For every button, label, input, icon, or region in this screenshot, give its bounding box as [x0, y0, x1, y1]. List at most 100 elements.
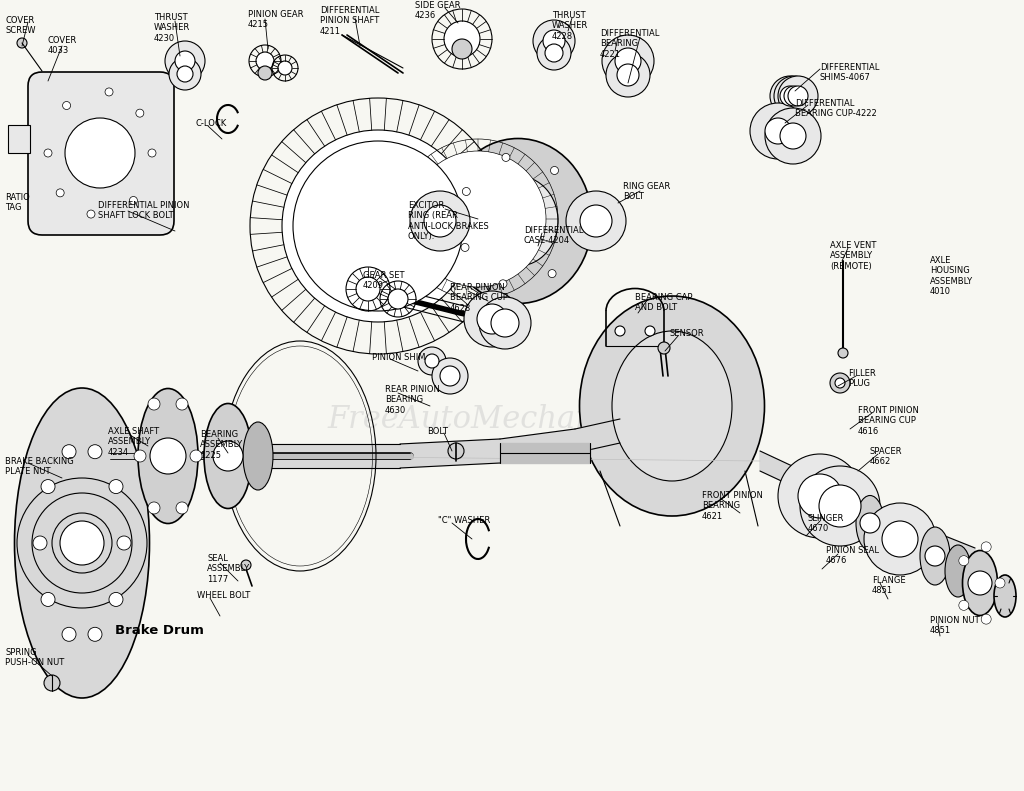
Text: SIDE GEAR
4236: SIDE GEAR 4236 [415, 1, 461, 21]
Ellipse shape [994, 575, 1016, 617]
Ellipse shape [243, 422, 273, 490]
Text: AXLE SHAFT
ASSEMBLY
4234: AXLE SHAFT ASSEMBLY 4234 [108, 427, 159, 456]
Circle shape [534, 20, 575, 62]
Circle shape [282, 130, 474, 322]
Circle shape [551, 166, 558, 175]
Circle shape [169, 58, 201, 90]
Polygon shape [500, 429, 575, 463]
Circle shape [424, 205, 456, 237]
Circle shape [190, 450, 202, 462]
Text: RING GEAR
BOLT: RING GEAR BOLT [623, 182, 671, 202]
Circle shape [41, 592, 55, 607]
Circle shape [62, 627, 76, 642]
Text: COVER
SCREW: COVER SCREW [5, 16, 36, 36]
Polygon shape [870, 503, 920, 546]
Text: REAR PINION
BEARING CUP
4628: REAR PINION BEARING CUP 4628 [450, 283, 508, 312]
Text: FRONT PINION
BEARING
4621: FRONT PINION BEARING 4621 [702, 491, 763, 520]
Polygon shape [400, 439, 500, 468]
Circle shape [981, 542, 991, 552]
Ellipse shape [580, 296, 765, 516]
Circle shape [410, 151, 546, 287]
Circle shape [490, 309, 519, 337]
Circle shape [418, 347, 446, 375]
Text: BOLT: BOLT [427, 427, 447, 436]
Circle shape [33, 536, 47, 550]
Circle shape [165, 41, 205, 81]
Circle shape [770, 76, 810, 116]
Circle shape [293, 141, 463, 311]
Text: SENSOR: SENSOR [670, 329, 705, 338]
Text: THRUST
WASHER
4230: THRUST WASHER 4230 [154, 13, 190, 43]
Circle shape [995, 578, 1005, 588]
Circle shape [109, 479, 123, 494]
Text: GEAR SET
4209: GEAR SET 4209 [362, 271, 404, 290]
Circle shape [835, 378, 845, 388]
Circle shape [109, 592, 123, 607]
Circle shape [148, 149, 156, 157]
Text: DIFFERENTIAL
CASE-4204: DIFFERENTIAL CASE-4204 [524, 226, 584, 245]
Circle shape [175, 51, 195, 71]
Circle shape [606, 53, 650, 97]
Circle shape [150, 438, 186, 474]
Circle shape [241, 560, 251, 570]
Circle shape [778, 76, 818, 116]
Circle shape [788, 86, 808, 106]
Circle shape [981, 614, 991, 624]
Circle shape [62, 101, 71, 109]
Circle shape [213, 441, 243, 471]
Text: DIFFERENTIAL
PINION SHAFT
4211: DIFFERENTIAL PINION SHAFT 4211 [319, 6, 379, 36]
Text: REAR PINION
BEARING
4630: REAR PINION BEARING 4630 [385, 385, 440, 414]
Text: THRUST
WASHER
4228: THRUST WASHER 4228 [552, 11, 588, 41]
Circle shape [256, 52, 274, 70]
Circle shape [543, 30, 565, 52]
Circle shape [462, 187, 470, 195]
Circle shape [778, 454, 862, 538]
Circle shape [502, 153, 510, 161]
Circle shape [958, 555, 969, 566]
Circle shape [44, 675, 60, 691]
Ellipse shape [204, 403, 252, 509]
Circle shape [44, 149, 52, 157]
Circle shape [134, 450, 146, 462]
Circle shape [548, 270, 556, 278]
Circle shape [925, 546, 945, 566]
Circle shape [537, 36, 571, 70]
Circle shape [580, 205, 612, 237]
Text: DIFFERENTIAL
BEARING
4221: DIFFERENTIAL BEARING 4221 [600, 29, 659, 59]
Circle shape [440, 366, 460, 386]
Ellipse shape [14, 388, 150, 698]
Text: FreeAutoMechanic.com: FreeAutoMechanic.com [328, 403, 696, 435]
Text: DIFFERENTIAL PINION
SHAFT LOCK BOLT: DIFFERENTIAL PINION SHAFT LOCK BOLT [98, 201, 189, 221]
Circle shape [830, 373, 850, 393]
Circle shape [176, 502, 188, 514]
Circle shape [65, 118, 135, 188]
Circle shape [750, 103, 806, 159]
Text: BRAKE BACKING
PLATE NUT: BRAKE BACKING PLATE NUT [5, 457, 74, 476]
Text: AXLE
HOUSING
ASSEMBLY
4010: AXLE HOUSING ASSEMBLY 4010 [930, 256, 973, 296]
Text: Brake Drum: Brake Drum [115, 624, 204, 637]
Circle shape [136, 109, 143, 117]
Circle shape [784, 86, 804, 106]
Text: FRONT PINION
BEARING CUP
4616: FRONT PINION BEARING CUP 4616 [858, 406, 919, 436]
Circle shape [60, 521, 104, 565]
Circle shape [615, 48, 641, 74]
Circle shape [838, 348, 848, 358]
Circle shape [499, 280, 507, 288]
Circle shape [860, 513, 880, 533]
Text: RATIO
TAG: RATIO TAG [5, 193, 30, 213]
Text: AXLE VENT
ASSEMBLY
(REMOTE): AXLE VENT ASSEMBLY (REMOTE) [830, 241, 877, 271]
Circle shape [800, 466, 880, 546]
Circle shape [410, 191, 470, 251]
Circle shape [572, 217, 580, 225]
Circle shape [88, 445, 102, 459]
Text: C-LOCK: C-LOCK [195, 119, 226, 128]
Circle shape [148, 502, 160, 514]
Circle shape [87, 210, 95, 218]
Circle shape [56, 189, 65, 197]
Circle shape [388, 289, 408, 309]
Ellipse shape [963, 551, 997, 615]
Circle shape [765, 118, 791, 144]
Circle shape [278, 61, 292, 75]
Ellipse shape [612, 331, 732, 481]
Text: EXCITOR
RING (REAR
ANTI-LOCK BRAKES
ONLY).: EXCITOR RING (REAR ANTI-LOCK BRAKES ONLY… [408, 201, 488, 241]
